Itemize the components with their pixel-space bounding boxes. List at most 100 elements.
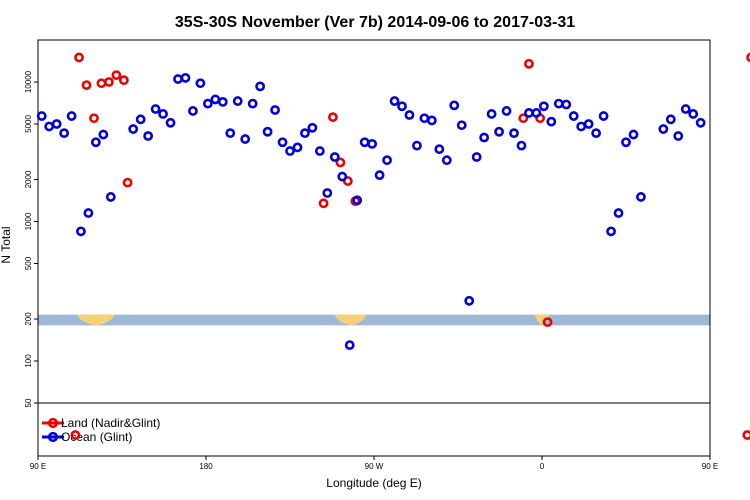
map-strip [38,314,750,326]
ocean-point-23 [225,128,236,139]
ocean-point-48 [412,140,422,151]
chart-title: 35S-30S November (Ver 7b) 2014-09-06 to … [175,14,575,31]
ocean-point-21 [210,94,221,105]
ocean-point-22 [217,96,228,107]
x-tick-label-3: 0 [540,462,545,471]
land-point-7 [122,177,133,188]
ocean-point-53 [449,100,460,111]
ocean-point-76 [621,137,631,148]
ocean-point-49 [419,113,430,124]
land-point-6 [118,75,129,86]
ocean-point-6 [83,208,94,218]
x-tick-label-2: 90 W [365,462,384,471]
ocean-point-72 [591,128,602,139]
land-point-9 [328,112,338,123]
ocean-point-68 [561,99,572,110]
ocean-point-70 [576,121,587,132]
ocean-point-51 [434,144,445,155]
ocean-point-24 [232,96,243,106]
land-point-0 [74,52,84,63]
ocean-point-75 [613,208,624,218]
ocean-point-81 [673,131,684,141]
map-land-1 [334,314,367,326]
ocean-point-47 [404,110,415,120]
land-point-3 [96,78,107,89]
ocean-point-42 [367,138,378,149]
ocean-point-9 [105,192,116,202]
ocean-point-13 [150,104,161,114]
ocean-point-44 [382,155,392,166]
ocean-point-18 [188,106,198,116]
ocean-point-84 [695,117,706,128]
ocean-point-78 [636,192,646,202]
y-axis-label: N Total [0,226,13,263]
land-point-1 [81,80,92,91]
legend-ocean-marker [47,431,59,443]
map-strip-sea [38,314,710,326]
y-tick-label-0: 50 [24,398,33,407]
ocean-point-56 [471,152,482,162]
ocean-point-2 [51,119,62,129]
ocean-point-62 [516,140,527,151]
map-land-0 [77,314,115,326]
ocean-point-43 [374,170,385,181]
ocean-point-63 [524,108,534,118]
legend: Land (Nadir&Glint) Ocean (Glint) [42,416,160,444]
ocean-point-37 [329,152,340,162]
ocean-point-55 [464,295,475,306]
y-tick-label-7: 10000 [24,70,33,93]
series-ocean [36,72,706,351]
ocean-point-66 [546,116,557,127]
ocean-point-14 [158,109,168,119]
ocean-point-58 [486,109,497,119]
ocean-point-20 [202,98,213,109]
land-point-4 [104,77,114,87]
ocean-point-36 [322,188,333,198]
ocean-point-19 [195,78,206,89]
x-tick-label-4: 90 E [702,462,718,471]
ocean-point-26 [247,98,258,109]
land-point-5 [111,70,122,81]
y-tick-label-5: 2000 [24,170,33,188]
ocean-point-60 [501,106,512,116]
legend-strip-point-1 [742,430,750,440]
plot-frame [37,39,711,457]
ocean-point-12 [143,131,154,141]
ocean-point-25 [240,134,251,144]
ocean-point-30 [277,137,288,148]
ocean-point-0 [36,111,47,121]
ocean-point-4 [66,111,77,121]
ocean-point-79 [658,124,669,134]
series-land [74,52,750,328]
x-axis-label: Longitude (deg E) [326,476,421,490]
land-point-13 [518,113,529,124]
ocean-point-41 [359,137,370,148]
ocean-point-33 [300,128,310,139]
ocean-point-15 [165,117,176,128]
ocean-point-67 [553,98,564,109]
ocean-point-50 [426,115,437,126]
ocean-point-45 [389,96,400,106]
land-point-8 [318,198,329,209]
ocean-point-31 [285,146,295,156]
y-tick-label-3: 500 [24,256,33,270]
land-point-14 [524,58,534,69]
land-point-11 [342,176,353,186]
legend-strip-point-0 [70,430,81,440]
land-point-2 [89,113,99,124]
ocean-point-29 [270,105,280,115]
ocean-point-35 [314,146,325,156]
y-tick-label-1: 100 [24,354,33,368]
ocean-point-28 [262,126,273,137]
ocean-point-39 [344,340,355,351]
ocean-point-69 [568,111,579,121]
ocean-point-5 [76,226,86,237]
ocean-point-77 [628,129,639,140]
ocean-point-3 [59,128,70,139]
ocean-point-1 [44,121,55,132]
land-point-17 [746,52,750,63]
ocean-point-74 [606,226,616,237]
y-axis: 50 100 200 500 1000 2000 5000 10000 [24,70,38,407]
ocean-point-71 [583,119,594,129]
